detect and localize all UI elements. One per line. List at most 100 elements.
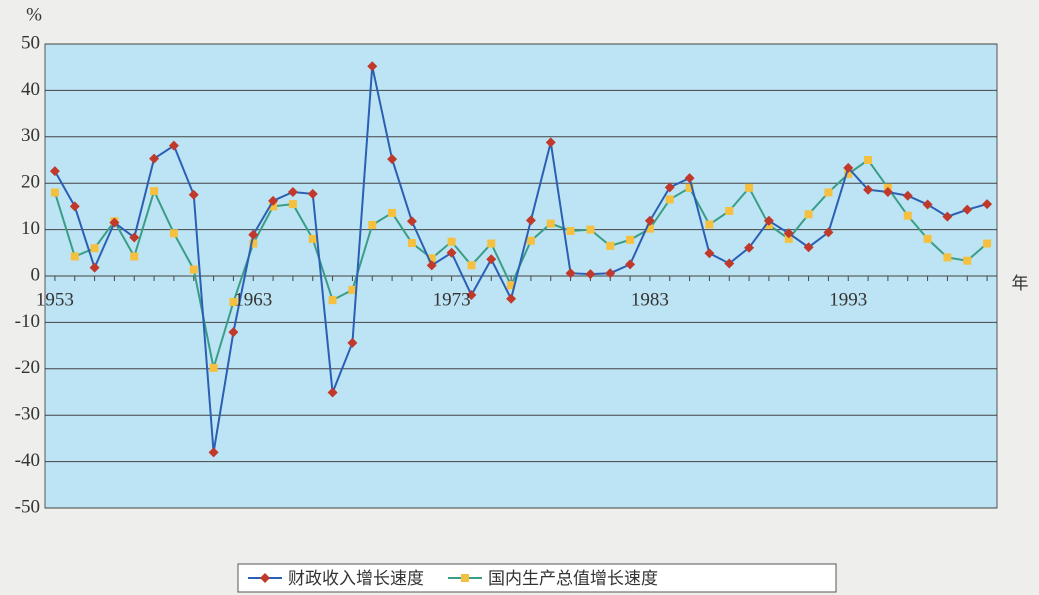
data-point — [606, 241, 615, 250]
y-tick-label: 10 — [21, 218, 40, 239]
data-point — [426, 260, 437, 271]
data-point — [189, 265, 198, 274]
data-point — [427, 254, 436, 263]
y-tick-label: -10 — [15, 311, 40, 332]
data-point — [763, 215, 774, 226]
data-point — [804, 210, 813, 219]
data-point — [367, 61, 378, 72]
data-point — [665, 195, 674, 204]
data-point — [864, 156, 873, 164]
data-point — [486, 254, 497, 265]
data-point — [784, 234, 793, 243]
data-point — [882, 187, 893, 198]
data-point — [664, 182, 675, 193]
data-point — [526, 236, 535, 245]
data-point — [487, 239, 496, 248]
data-point — [903, 211, 912, 220]
y-tick-label: 50 — [21, 32, 40, 53]
data-point — [585, 269, 596, 280]
data-point — [645, 224, 654, 233]
data-point — [228, 327, 239, 338]
data-point — [725, 207, 734, 216]
grid — [45, 43, 997, 509]
data-point — [188, 189, 199, 200]
data-point — [129, 232, 140, 243]
data-point — [89, 262, 100, 273]
data-point — [446, 247, 457, 258]
y-tick-label: -30 — [15, 404, 40, 425]
data-point — [586, 225, 595, 234]
data-point — [923, 234, 932, 243]
data-point — [724, 258, 735, 269]
data-point — [149, 153, 160, 164]
data-point — [347, 337, 358, 348]
legend-marker — [461, 574, 469, 582]
data-point — [50, 188, 59, 197]
data-point — [823, 227, 834, 238]
data-point — [49, 166, 60, 177]
data-point — [525, 215, 536, 226]
data-point — [506, 293, 517, 304]
x-tick-label: 1953 — [36, 289, 74, 310]
data-point — [208, 447, 219, 458]
data-point — [605, 268, 616, 279]
data-point — [327, 387, 338, 398]
data-point — [209, 363, 218, 372]
data-point — [744, 242, 755, 253]
data-point — [705, 220, 714, 229]
data-point — [684, 173, 695, 184]
data-point — [70, 252, 79, 261]
x-tick-label: 1963 — [234, 289, 272, 310]
data-point — [268, 195, 279, 206]
data-point — [545, 137, 556, 148]
y-tick-label: 30 — [21, 125, 40, 146]
y-tick-label: -40 — [15, 450, 40, 471]
x-unit: 年 — [1012, 274, 1029, 294]
y-tick-label: -20 — [15, 357, 40, 378]
data-point — [288, 200, 297, 209]
data-point — [388, 208, 397, 217]
data-point — [368, 220, 377, 229]
data-point — [150, 187, 159, 196]
data-point — [90, 244, 99, 253]
data-point — [328, 296, 337, 305]
data-point — [844, 169, 853, 178]
data-point — [109, 217, 120, 228]
legend-marker — [260, 573, 270, 583]
data-point — [406, 216, 417, 227]
data-point — [565, 268, 576, 279]
data-point — [803, 242, 814, 253]
data-point — [249, 239, 258, 248]
data-point — [466, 290, 477, 301]
data-point — [685, 183, 694, 192]
data-point — [308, 234, 317, 243]
data-point — [130, 252, 139, 261]
y-tick-label: 40 — [21, 79, 40, 100]
data-point — [387, 154, 398, 165]
data-point — [943, 253, 952, 262]
data-point — [546, 219, 555, 228]
data-point — [287, 187, 298, 198]
legend — [237, 563, 837, 593]
data-point — [229, 297, 238, 306]
data-point — [962, 204, 973, 215]
data-point — [863, 184, 874, 195]
data-point — [704, 248, 715, 259]
data-point — [783, 228, 794, 239]
data-point — [843, 162, 854, 173]
x-tick-label: 1983 — [631, 289, 669, 310]
data-point — [566, 226, 575, 235]
data-point — [902, 190, 913, 201]
data-point — [982, 199, 993, 210]
data-point — [626, 235, 635, 244]
y-tick-label: -50 — [15, 496, 40, 517]
data-point — [745, 183, 754, 192]
data-point — [922, 199, 933, 210]
series-layer — [49, 61, 993, 458]
data-point — [963, 256, 972, 265]
data-point — [168, 140, 179, 151]
data-point — [69, 201, 80, 212]
data-point — [169, 229, 178, 238]
legend-label: 国内生产总值增长速度 — [488, 569, 658, 589]
